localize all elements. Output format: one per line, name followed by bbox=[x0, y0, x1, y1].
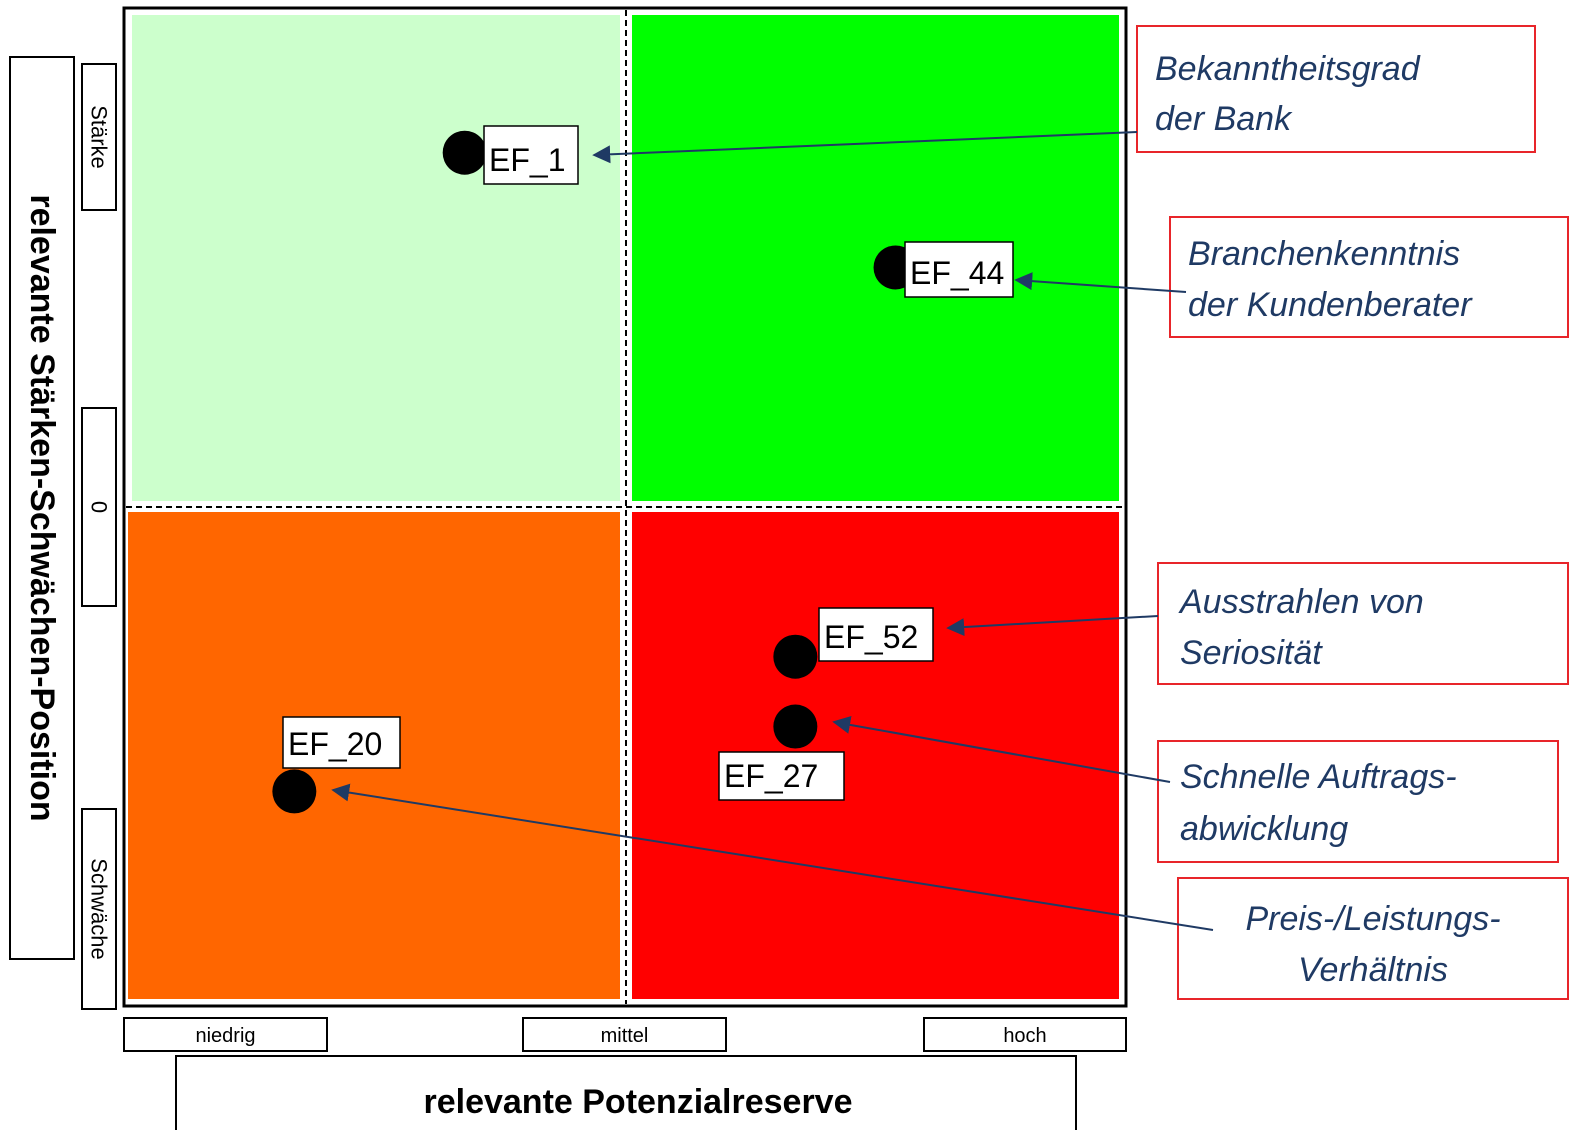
arrow-EF_20 bbox=[331, 783, 1214, 931]
point-label-EF_20: EF_20 bbox=[288, 726, 382, 762]
point-label-EF_44: EF_44 bbox=[910, 255, 1004, 291]
arrow-EF_44 bbox=[1014, 272, 1187, 293]
arrow-EF_27 bbox=[832, 715, 1171, 783]
quadrant-top-left bbox=[132, 15, 620, 501]
y-tick-box-top bbox=[81, 63, 117, 211]
annotation-box-EF_27 bbox=[1157, 740, 1559, 863]
y-tick-label-bottom: Schwäche bbox=[87, 858, 112, 960]
point-label-EF_27: EF_27 bbox=[724, 758, 818, 794]
point-label-box-EF_27 bbox=[718, 751, 845, 801]
point-label-box-EF_20 bbox=[282, 716, 401, 769]
arrow-EF_52 bbox=[946, 615, 1159, 637]
point-label-EF_1: EF_1 bbox=[489, 142, 565, 178]
y-tick-label-middle: 0 bbox=[87, 501, 112, 513]
annotation-text-EF_1-0: Bekanntheitsgrad bbox=[1155, 50, 1421, 88]
annotation-text-EF_44-0: Branchenkenntnis bbox=[1188, 235, 1460, 273]
annotation-text-EF_52-0: Ausstrahlen von bbox=[1178, 583, 1424, 621]
data-point-EF_20 bbox=[272, 769, 317, 814]
data-point-EF_52 bbox=[773, 634, 818, 679]
y-tick-box-bottom bbox=[81, 808, 117, 1010]
annotation-text-EF_52-1: Seriosität bbox=[1180, 634, 1323, 672]
y-axis-title: relevante Stärken-Schwächen-Position bbox=[23, 194, 61, 821]
annotation-text-EF_20-1: Verhältnis bbox=[1298, 951, 1448, 989]
annotation-box-EF_20 bbox=[1177, 877, 1569, 1000]
point-label-box-EF_1 bbox=[483, 125, 579, 185]
annotation-box-EF_52 bbox=[1157, 562, 1569, 685]
annotation-text-EF_27-0: Schnelle Auftrags- bbox=[1180, 758, 1457, 796]
x-tick-box-0 bbox=[123, 1017, 328, 1052]
x-tick-label-0: niedrig bbox=[195, 1025, 255, 1047]
arrow-EF_1 bbox=[592, 131, 1138, 164]
x-tick-box-1 bbox=[522, 1017, 727, 1052]
annotation-text-EF_1-1: der Bank bbox=[1155, 100, 1293, 138]
quadrant-bottom-right bbox=[632, 512, 1119, 999]
y-axis-title-box bbox=[9, 56, 75, 960]
quadrant-top-right bbox=[632, 15, 1119, 501]
point-label-box-EF_52 bbox=[818, 607, 934, 662]
data-point-EF_27 bbox=[773, 704, 818, 749]
y-tick-label-top: Stärke bbox=[87, 105, 112, 169]
data-point-EF_1 bbox=[442, 130, 487, 175]
y-tick-box-middle bbox=[81, 407, 117, 607]
annotation-text-EF_20-0: Preis-/Leistungs- bbox=[1245, 900, 1500, 938]
plot-frame bbox=[122, 6, 1128, 1008]
point-label-box-EF_44 bbox=[904, 241, 1014, 298]
x-tick-label-2: hoch bbox=[1003, 1025, 1046, 1047]
annotation-box-EF_1 bbox=[1136, 25, 1536, 153]
x-tick-box-2 bbox=[923, 1017, 1127, 1052]
annotation-box-EF_44 bbox=[1169, 216, 1569, 338]
annotation-text-EF_27-1: abwicklung bbox=[1180, 810, 1348, 848]
point-label-EF_52: EF_52 bbox=[824, 619, 918, 655]
x-tick-label-1: mittel bbox=[601, 1025, 649, 1047]
annotation-text-EF_44-1: der Kundenberater bbox=[1188, 286, 1473, 324]
x-axis-title: relevante Potenzialreserve bbox=[423, 1083, 852, 1121]
x-axis-title-box bbox=[175, 1055, 1077, 1130]
